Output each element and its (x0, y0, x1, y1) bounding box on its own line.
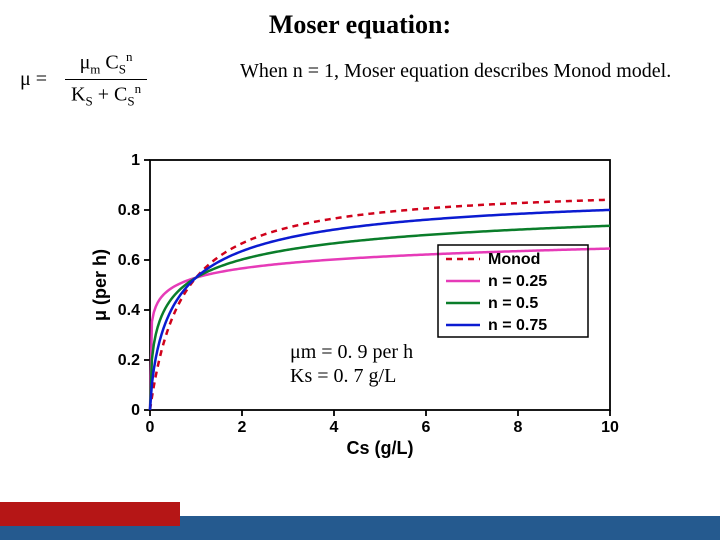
svg-text:8: 8 (514, 419, 523, 436)
equation-note: When n = 1, Moser equation describes Mon… (240, 60, 671, 83)
svg-text:Cs (g/L): Cs (g/L) (347, 438, 414, 458)
svg-text:0: 0 (146, 419, 155, 436)
svg-text:μ (per h): μ (per h) (90, 249, 110, 321)
param-ks: Ks = 0. 7 g/L (290, 365, 396, 387)
svg-text:0.2: 0.2 (118, 352, 140, 369)
svg-text:4: 4 (330, 419, 339, 436)
legend-label: n = 0.5 (488, 295, 538, 312)
svg-text:2: 2 (238, 419, 247, 436)
svg-text:0.4: 0.4 (118, 302, 140, 319)
param-mu-m: μm = 0. 9 per h (290, 341, 413, 363)
svg-text:6: 6 (422, 419, 431, 436)
chart-svg: 0 2 4 6 8 10 0 0.2 0.4 0.6 0.8 1 Cs (g/L) μ (per h) Mo… (90, 150, 630, 460)
equation-denominator: KS + CSn (65, 79, 147, 109)
moser-chart: 0 2 4 6 8 10 0 0.2 0.4 0.6 0.8 1 Cs (g/L) μ (per h) Mo… (90, 150, 630, 480)
page-title: Moser equation: (0, 10, 720, 40)
legend-label: Monod (488, 251, 540, 268)
legend-label: n = 0.25 (488, 273, 547, 290)
equation-fraction: μm CSn KS + CSn (65, 50, 147, 109)
moser-equation: μ = μm CSn KS + CSn (20, 50, 147, 109)
footer-accent (0, 502, 180, 526)
equation-lhs: μ = (20, 68, 47, 91)
svg-text:0.6: 0.6 (118, 252, 140, 269)
svg-text:1: 1 (131, 152, 140, 169)
equation-numerator: μm CSn (65, 50, 147, 79)
svg-text:0.8: 0.8 (118, 202, 140, 219)
svg-text:10: 10 (601, 419, 619, 436)
svg-text:0: 0 (131, 402, 140, 419)
legend-label: n = 0.75 (488, 317, 547, 334)
